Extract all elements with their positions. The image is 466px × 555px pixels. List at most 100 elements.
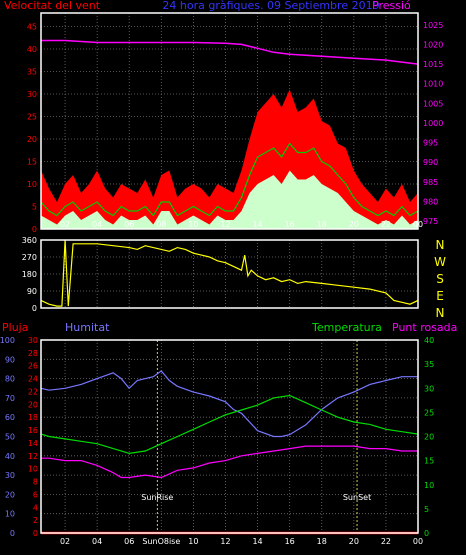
tick-label-temperature: 0 <box>424 529 429 538</box>
chart-title: 24 hora gràfiques. 09 Septiembre 2019 <box>162 0 379 12</box>
tick-label-humidity: 60 <box>5 413 15 422</box>
tick-label-right: 1020 <box>423 40 443 49</box>
tick-label-x: 18 <box>317 537 327 546</box>
tick-label-left: 90 <box>27 287 37 296</box>
plot-area <box>40 39 419 229</box>
tick-label-x: 12 <box>220 220 230 229</box>
tick-label-left: 270 <box>22 253 37 262</box>
tick-label-right: 1010 <box>423 80 443 89</box>
tick-label-rain: 22 <box>28 387 38 396</box>
tick-label-rain: 6 <box>33 490 38 499</box>
tick-label-x: 20 <box>349 537 359 546</box>
tick-label-right: 975 <box>423 217 438 226</box>
tick-label-humidity: 20 <box>5 490 15 499</box>
temp-humidity-panel: Pluja Humitat Temperatura Punt rosada Su… <box>0 321 457 546</box>
tick-label-x: 10 <box>188 220 198 229</box>
tick-label-humidity: 80 <box>5 375 15 384</box>
series-line-pressure <box>41 39 419 65</box>
tick-label-temperature: 30 <box>424 384 434 393</box>
tick-label-left: 25 <box>27 113 37 122</box>
tick-label-right: 1025 <box>423 21 443 30</box>
tick-label-x: 06 <box>124 220 134 229</box>
y-axis-right: 975 980 985 990 995 1000 1005 1010 1015 1020 1025 <box>423 21 443 226</box>
x-axis: 02 04 06 08 10 12 14 16 18 20 22 00 <box>60 220 423 229</box>
tick-label-x: 20 <box>349 220 359 229</box>
tick-label-humidity: 70 <box>5 394 15 403</box>
tick-label-rain: 16 <box>28 426 38 435</box>
tick-label-temperature: 25 <box>424 408 434 417</box>
tick-label-rain: 2 <box>33 516 38 525</box>
tick-label-right: 995 <box>423 139 438 148</box>
rain-label: Pluja <box>2 321 28 334</box>
tick-label-x: 18 <box>317 220 327 229</box>
series-line-temp <box>41 445 418 479</box>
tick-label-humidity: 90 <box>5 355 15 364</box>
tick-label-x: 22 <box>381 537 391 546</box>
temperature-label: Temperatura <box>311 321 382 334</box>
tick-label-x: 08 <box>156 220 166 229</box>
tick-label-x: 06 <box>124 537 134 546</box>
y-axis-humidity: 0 10 20 30 40 50 60 70 80 90 100 <box>0 336 15 538</box>
tick-label-rain: 8 <box>33 478 38 487</box>
tick-label-right: 980 <box>423 198 438 207</box>
tick-label-x: 22 <box>381 220 391 229</box>
tick-label-rain: 24 <box>28 375 38 384</box>
tick-label-temperature: 40 <box>424 336 434 345</box>
tick-label-x: 12 <box>220 537 230 546</box>
tick-label-rain: 12 <box>28 452 38 461</box>
tick-label-rain: 20 <box>28 400 38 409</box>
dewpoint-label: Punt rosada <box>392 321 457 334</box>
tick-label-temperature: 5 <box>424 505 429 514</box>
tick-label-left: 45 <box>27 23 37 32</box>
compass-label: W <box>434 255 446 269</box>
plot-frame <box>40 339 419 534</box>
x-axis: 02 04 06 SunO8ise 10 12 14 16 18 20 22 00 <box>60 537 423 546</box>
tick-label-x: 14 <box>252 220 262 229</box>
pressure-label: Pressió <box>372 0 411 12</box>
sun-marker-label: SunRise <box>141 493 173 502</box>
tick-label-rain: 18 <box>28 413 38 422</box>
y-axis-temperature: 0 5 10 15 20 25 30 35 40 <box>424 336 434 538</box>
tick-label-rain: 4 <box>33 503 38 512</box>
tick-label-x: SunO8ise <box>142 537 180 546</box>
sun-marker-label: SunSet <box>343 493 371 502</box>
tick-label-temperature: 20 <box>424 433 434 442</box>
tick-label-right: 1000 <box>423 119 443 128</box>
tick-label-x: 02 <box>60 537 70 546</box>
plot-frame <box>40 239 419 309</box>
tick-label-left: 35 <box>27 68 37 77</box>
tick-label-left: 30 <box>27 90 37 99</box>
tick-label-humidity: 10 <box>5 510 15 519</box>
compass-label: N <box>436 306 445 320</box>
tick-label-x: 16 <box>285 537 295 546</box>
tick-label-x: 04 <box>92 220 102 229</box>
tick-label-rain: 26 <box>28 362 38 371</box>
compass-label: E <box>436 289 444 303</box>
tick-label-x: 10 <box>188 537 198 546</box>
series-line-direction <box>40 239 419 307</box>
tick-label-right: 1015 <box>423 60 443 69</box>
tick-label-humidity: 50 <box>5 433 15 442</box>
wind-speed-label: Velocitat del vent <box>4 0 101 12</box>
tick-label-left: 0 <box>32 304 37 313</box>
tick-label-left: 15 <box>27 158 37 167</box>
tick-label-rain: 28 <box>28 349 38 358</box>
y-axis-left: 0 90 180 270 360 <box>22 236 37 313</box>
tick-label-humidity: 0 <box>10 529 15 538</box>
tick-label-rain: 30 <box>28 336 38 345</box>
series-line-humidity <box>40 370 418 438</box>
tick-label-left: 10 <box>27 180 37 189</box>
tick-label-right: 1005 <box>423 99 443 108</box>
tick-label-x: 00 <box>413 220 423 229</box>
series-line-wind-avg <box>40 142 419 217</box>
tick-label-right: 990 <box>423 158 438 167</box>
tick-label-x: 16 <box>285 220 295 229</box>
tick-label-x: 04 <box>92 537 102 546</box>
wind-pressure-panel: 24 hora gràfiques. 09 Septiembre 2019 Ve… <box>4 0 443 234</box>
tick-label-left: 5 <box>32 203 37 212</box>
tick-label-left: 0 <box>32 225 37 234</box>
